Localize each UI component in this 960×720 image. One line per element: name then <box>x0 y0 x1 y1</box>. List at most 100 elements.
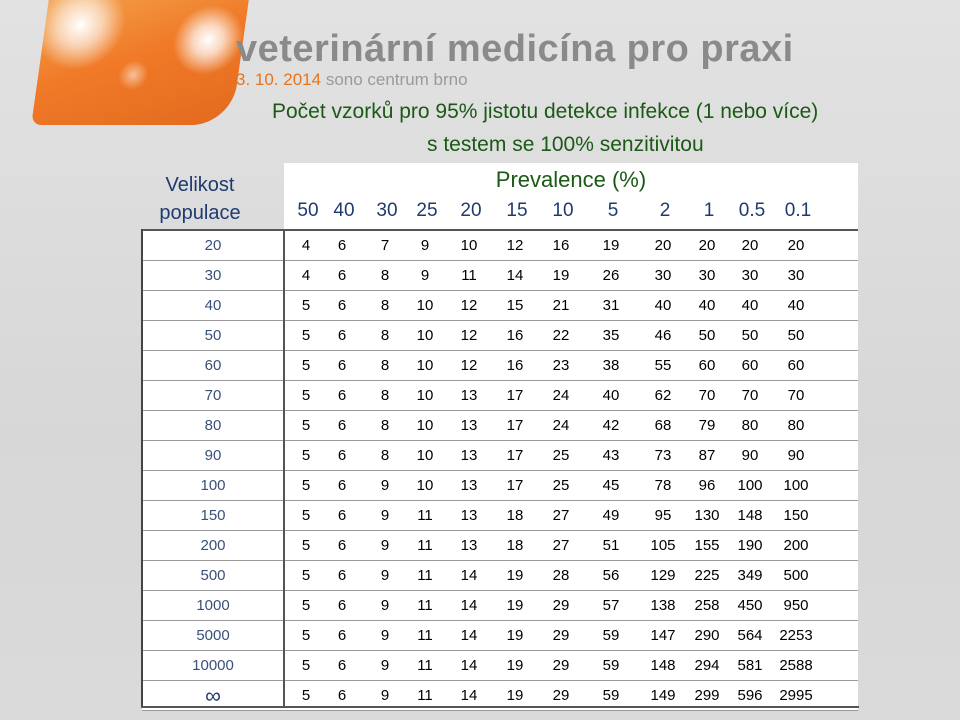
population-size-cell: 90 <box>204 447 222 464</box>
sample-count-cell: 8 <box>380 267 390 284</box>
table-row: 200 5 6 9 11 13 18 27 51 105 155 190 200 <box>142 531 858 561</box>
sample-count-cell: 60 <box>698 357 716 374</box>
sample-count-cell: 2995 <box>779 687 813 704</box>
population-size-cell: 60 <box>204 357 222 374</box>
sample-count-cell: 17 <box>506 417 524 434</box>
table-bottom-border <box>141 706 859 708</box>
sample-count-cell: 10 <box>416 387 434 404</box>
sample-count-cell: 95 <box>654 507 672 524</box>
sample-count-cell: 450 <box>737 597 763 614</box>
sample-count-cell: 5 <box>301 417 311 434</box>
sample-count-cell: 70 <box>787 387 805 404</box>
prevalence-header: 30 <box>376 200 398 221</box>
sample-count-cell: 7 <box>380 237 390 254</box>
table-left-border <box>141 229 143 707</box>
sample-size-table: 20 4 6 7 9 10 12 16 19 20 20 20 20 30 4 6 8 9 11 14 19 26 30 30… <box>142 229 858 711</box>
sample-count-cell: 596 <box>737 687 763 704</box>
prevalence-header: 50 <box>297 200 319 221</box>
prevalence-header-row: 50 40 30 25 20 15 10 5 2 1 0.5 0.1 <box>284 200 858 228</box>
sample-count-cell: 29 <box>552 687 570 704</box>
sample-count-cell: 30 <box>787 267 805 284</box>
sample-count-cell: 20 <box>741 237 759 254</box>
table-row: 80 5 6 8 10 13 17 24 42 68 79 80 80 <box>142 411 858 441</box>
sample-count-cell: 14 <box>460 687 478 704</box>
sample-count-cell: 31 <box>602 297 620 314</box>
prevalence-header: 25 <box>416 200 438 221</box>
sample-count-cell: 19 <box>552 267 570 284</box>
sample-count-cell: 29 <box>552 597 570 614</box>
sample-count-cell: 5 <box>301 447 311 464</box>
table-row: 1000 5 6 9 11 14 19 29 57 138 258 450 950 <box>142 591 858 621</box>
sample-count-cell: 70 <box>741 387 759 404</box>
sample-count-cell: 13 <box>460 477 478 494</box>
prevalence-header: 0.5 <box>738 200 766 221</box>
sample-count-cell: 105 <box>650 537 676 554</box>
sample-count-cell: 11 <box>417 597 433 614</box>
table-row: 10000 5 6 9 11 14 19 29 59 148 294 581 2588 <box>142 651 858 681</box>
population-size-cell: 30 <box>204 267 222 284</box>
sample-count-cell: 9 <box>380 627 390 644</box>
population-size-cell: 500 <box>200 567 226 584</box>
table-row: 20 4 6 7 9 10 12 16 19 20 20 20 20 <box>142 229 858 261</box>
sample-count-cell: 24 <box>552 417 570 434</box>
sample-count-cell: 13 <box>460 387 478 404</box>
sample-count-cell: 100 <box>783 477 809 494</box>
brand-subtitle: 3. 10. 2014 sono centrum brno <box>236 70 468 90</box>
sample-count-cell: 19 <box>506 597 524 614</box>
sample-count-cell: 4 <box>301 267 311 284</box>
sample-count-cell: 19 <box>506 687 524 704</box>
brand-date: 3. 10. 2014 <box>236 70 322 89</box>
sample-count-cell: 6 <box>337 237 347 254</box>
sample-count-cell: 6 <box>337 627 347 644</box>
sample-count-cell: 70 <box>698 387 716 404</box>
sample-count-cell: 6 <box>337 657 347 674</box>
sample-count-cell: 23 <box>552 357 570 374</box>
sample-count-cell: 5 <box>301 477 311 494</box>
header-band <box>284 163 858 229</box>
sample-count-cell: 40 <box>602 387 620 404</box>
prevalence-header: 10 <box>552 200 574 221</box>
sample-count-cell: 149 <box>650 687 676 704</box>
sample-count-cell: 8 <box>380 297 390 314</box>
sample-count-cell: 130 <box>694 507 720 524</box>
sample-count-cell: 27 <box>552 507 570 524</box>
brand-venue: sono centrum brno <box>325 70 468 89</box>
sample-count-cell: 29 <box>552 627 570 644</box>
sample-count-cell: 6 <box>337 597 347 614</box>
sample-count-cell: 19 <box>506 627 524 644</box>
sample-count-cell: 950 <box>783 597 809 614</box>
sample-count-cell: 5 <box>301 567 311 584</box>
sample-count-cell: 299 <box>694 687 720 704</box>
sample-count-cell: 190 <box>737 537 763 554</box>
sample-count-cell: 14 <box>460 597 478 614</box>
sample-count-cell: 80 <box>787 417 805 434</box>
sample-count-cell: 40 <box>654 297 672 314</box>
sample-count-cell: 500 <box>783 567 809 584</box>
sample-count-cell: 258 <box>694 597 720 614</box>
sample-count-cell: 8 <box>380 447 390 464</box>
sample-count-cell: 30 <box>654 267 672 284</box>
sample-count-cell: 6 <box>337 417 347 434</box>
population-size-cell: 150 <box>200 507 226 524</box>
table-row: 100 5 6 9 10 13 17 25 45 78 96 100 100 <box>142 471 858 501</box>
sample-count-cell: 9 <box>380 597 390 614</box>
brand-title: veterinární medicína pro praxi <box>236 28 794 70</box>
sample-count-cell: 14 <box>506 267 524 284</box>
sample-count-cell: 8 <box>380 417 390 434</box>
sample-count-cell: 2588 <box>779 657 813 674</box>
sample-count-cell: 73 <box>654 447 672 464</box>
sample-count-cell: 12 <box>460 327 478 344</box>
sample-count-cell: 5 <box>301 357 311 374</box>
prevalence-header: 1 <box>703 200 715 221</box>
sample-count-cell: 16 <box>506 327 524 344</box>
sample-count-cell: 11 <box>417 537 433 554</box>
sample-count-cell: 35 <box>602 327 620 344</box>
sample-count-cell: 96 <box>698 477 716 494</box>
sample-count-cell: 78 <box>654 477 672 494</box>
prevalence-header: 15 <box>506 200 528 221</box>
sample-count-cell: 68 <box>654 417 672 434</box>
table-row: 150 5 6 9 11 13 18 27 49 95 130 148 150 <box>142 501 858 531</box>
table-column-divider <box>283 229 285 707</box>
sample-count-cell: 25 <box>552 477 570 494</box>
sample-count-cell: 6 <box>337 567 347 584</box>
